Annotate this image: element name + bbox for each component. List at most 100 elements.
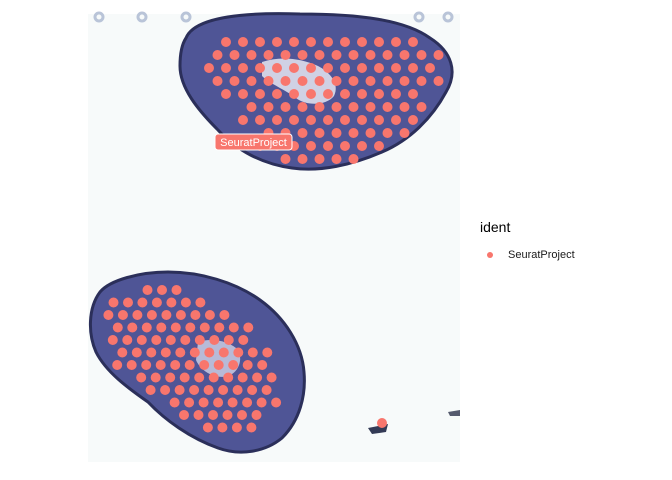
spot-point bbox=[391, 115, 401, 125]
cluster-label-box bbox=[214, 133, 293, 151]
spot-point bbox=[340, 37, 350, 47]
spot-point bbox=[263, 50, 274, 60]
spot-point bbox=[297, 102, 308, 112]
spot-point bbox=[289, 89, 299, 99]
spot-point bbox=[314, 154, 325, 164]
spot-point bbox=[151, 335, 162, 345]
spot-point bbox=[289, 63, 299, 73]
spot-point bbox=[199, 360, 210, 370]
spot-point bbox=[246, 76, 257, 86]
spot-point bbox=[180, 335, 191, 345]
spot-point bbox=[136, 372, 147, 383]
spot-point bbox=[227, 397, 238, 408]
legend-key bbox=[480, 245, 500, 265]
spot-point bbox=[217, 422, 228, 433]
spot-point bbox=[374, 141, 384, 151]
spot-point bbox=[146, 347, 157, 358]
spot-point bbox=[180, 297, 191, 308]
spot-point bbox=[297, 76, 308, 86]
spot-point bbox=[189, 347, 200, 358]
spot-point bbox=[348, 102, 359, 112]
spot-point bbox=[213, 397, 224, 408]
spot-point bbox=[228, 322, 239, 333]
spot-point bbox=[416, 76, 427, 86]
legend-item: SeuratProject bbox=[480, 245, 660, 265]
spot-point bbox=[255, 89, 265, 99]
spot-point bbox=[348, 50, 359, 60]
spot-point bbox=[204, 63, 214, 73]
spot-point bbox=[221, 63, 231, 73]
spot-point bbox=[142, 285, 153, 295]
spot-point bbox=[306, 37, 316, 47]
spot-point bbox=[365, 76, 376, 86]
spot-point bbox=[280, 50, 291, 60]
spot-point bbox=[340, 63, 350, 73]
spot-point bbox=[323, 89, 333, 99]
spot-point bbox=[374, 37, 384, 47]
spot-point bbox=[416, 102, 427, 112]
spot-point bbox=[179, 410, 189, 420]
spot-point bbox=[323, 141, 333, 151]
fiducial-row bbox=[93, 11, 454, 23]
spot-point bbox=[252, 372, 263, 383]
spot-point bbox=[198, 397, 209, 408]
spot-point bbox=[340, 115, 350, 125]
spot-point bbox=[150, 372, 161, 383]
spot-point bbox=[297, 128, 308, 138]
spot-point bbox=[255, 115, 265, 125]
spot-point bbox=[212, 76, 223, 86]
spot-point bbox=[272, 37, 282, 47]
spot-point bbox=[331, 76, 342, 86]
spot-point bbox=[357, 141, 367, 151]
spot-point bbox=[141, 322, 152, 333]
spot-point bbox=[228, 360, 239, 370]
spot-point bbox=[416, 50, 427, 60]
spot-point bbox=[391, 37, 401, 47]
spot-point bbox=[170, 322, 181, 333]
spot-point bbox=[331, 154, 342, 164]
legend: ident SeuratProject bbox=[480, 219, 660, 265]
spot-point bbox=[255, 37, 265, 47]
spot-point bbox=[155, 360, 166, 370]
spot-point bbox=[103, 310, 114, 320]
spot-point bbox=[408, 37, 418, 47]
spot-point bbox=[272, 89, 282, 99]
spot-point bbox=[131, 347, 142, 358]
spot-point bbox=[232, 385, 243, 395]
spot-point bbox=[237, 372, 248, 383]
spot-point bbox=[314, 128, 325, 138]
spot-point bbox=[399, 50, 410, 60]
spot-point bbox=[175, 310, 186, 320]
spot-point bbox=[306, 63, 316, 73]
spot-point bbox=[280, 154, 291, 164]
spot-point bbox=[222, 410, 233, 420]
spot-point bbox=[433, 50, 444, 60]
spot-point bbox=[314, 50, 325, 60]
spot-point bbox=[289, 37, 299, 47]
spot-point bbox=[377, 418, 387, 428]
spot-point bbox=[199, 322, 210, 333]
spot-point bbox=[166, 297, 177, 308]
spot-point bbox=[408, 63, 418, 73]
spot-point bbox=[160, 347, 171, 358]
spot-point bbox=[208, 372, 219, 383]
spot-point bbox=[141, 360, 152, 370]
debris-mark bbox=[448, 410, 460, 416]
spot-point bbox=[190, 310, 201, 320]
spot-point bbox=[365, 50, 376, 60]
spot-point bbox=[425, 63, 435, 73]
spot-point bbox=[209, 335, 220, 345]
spot-point bbox=[433, 76, 444, 86]
cluster-label-text: SeuratProject bbox=[220, 137, 287, 149]
spot-point bbox=[107, 335, 118, 345]
spot-point bbox=[306, 89, 316, 99]
spot-point bbox=[272, 115, 282, 125]
spot-point bbox=[331, 128, 342, 138]
spot-point bbox=[165, 335, 176, 345]
spot-point bbox=[170, 360, 181, 370]
spot-point bbox=[165, 372, 176, 383]
spot-point bbox=[357, 115, 367, 125]
spot-point bbox=[203, 385, 214, 395]
spot-point bbox=[255, 63, 265, 73]
spot-point bbox=[399, 128, 410, 138]
